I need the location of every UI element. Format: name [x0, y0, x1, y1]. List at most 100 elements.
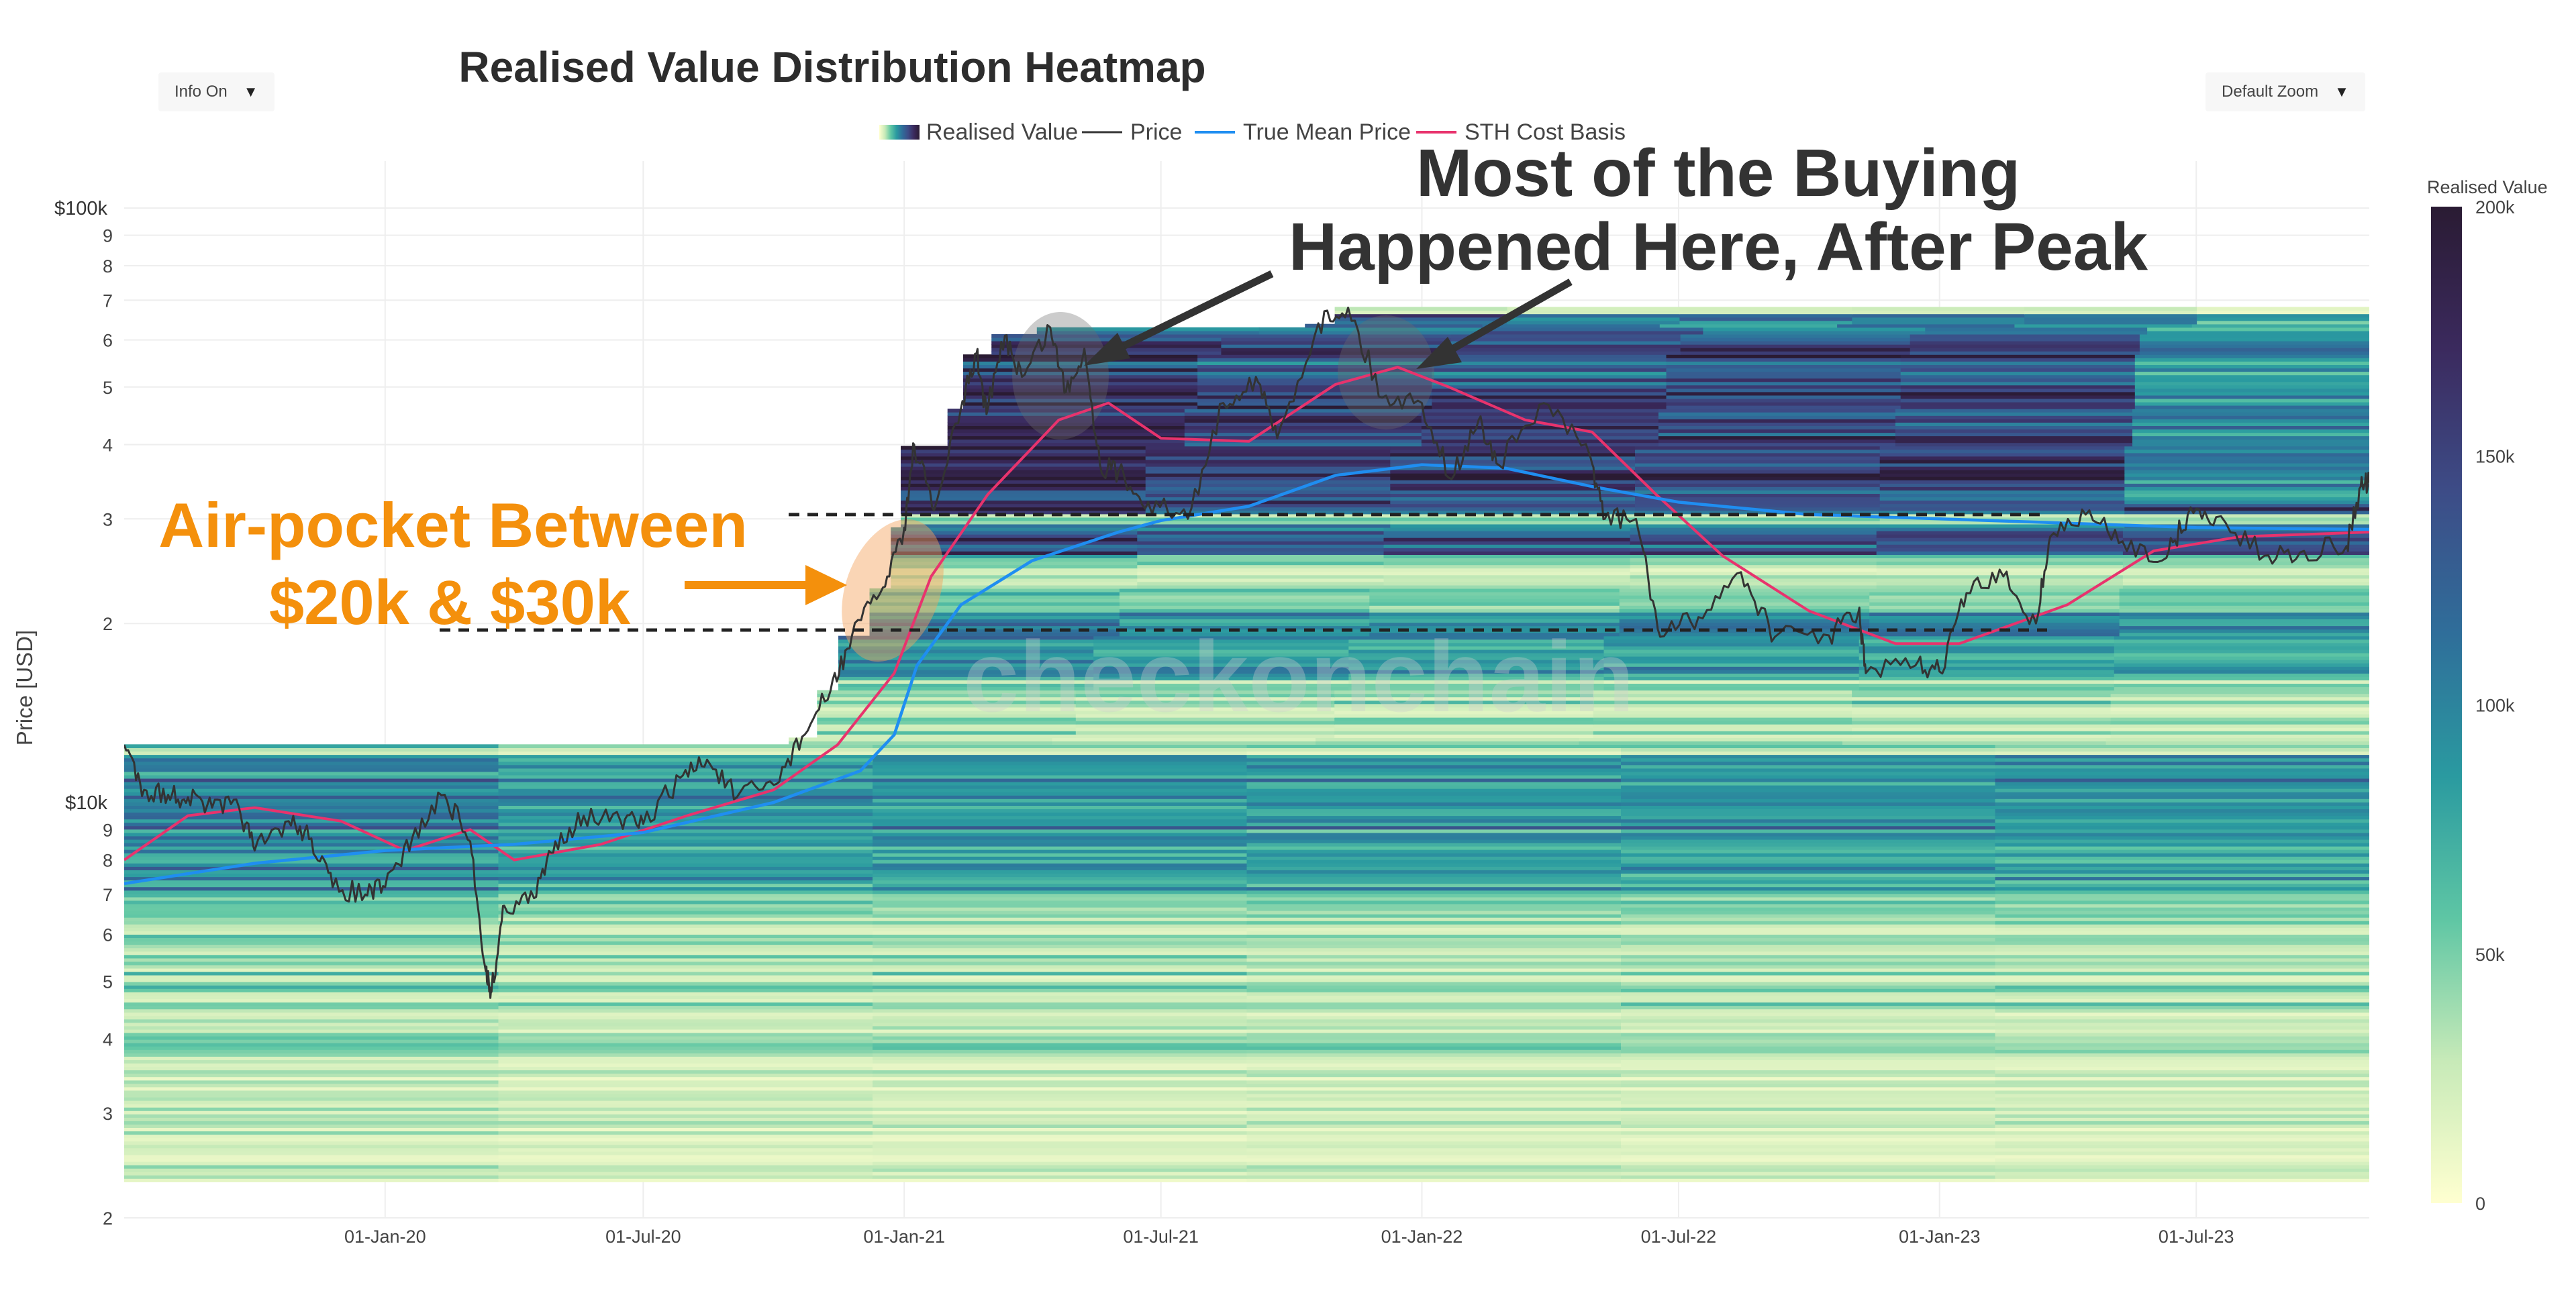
heatmap-cell	[1621, 835, 1996, 840]
heatmap-cell	[1621, 944, 1996, 949]
heatmap-cell	[1621, 890, 1996, 894]
heatmap-cell	[1621, 1168, 1996, 1172]
heatmap-cell	[1184, 412, 1422, 416]
heatmap-cell	[1432, 358, 1667, 362]
heatmap-cell	[1869, 615, 2120, 619]
heatmap-cell	[2134, 368, 2369, 372]
heatmap-cell	[1876, 554, 2124, 558]
heatmap-cell	[1619, 588, 1870, 592]
heatmap-cell	[124, 778, 499, 782]
x-tick-label: 01-Jul-22	[1641, 1227, 1717, 1247]
heatmap-cell	[1995, 842, 2369, 847]
heatmap-cell	[1246, 917, 1622, 921]
heatmap-cell	[873, 785, 1248, 789]
heatmap-cell	[838, 676, 1094, 680]
heatmap-cell	[1879, 466, 2126, 470]
heatmap-cell	[1383, 578, 1631, 582]
heatmap-cell	[124, 1178, 499, 1182]
heatmap-cell	[1680, 348, 1911, 352]
heatmap-cell	[1876, 541, 2124, 545]
heatmap-cell	[1390, 446, 1636, 450]
zoom-dropdown[interactable]: Default Zoom ▼	[2206, 72, 2365, 111]
heatmap-cell	[873, 761, 1248, 766]
heatmap-cell	[1621, 914, 1996, 918]
heatmap-cell	[124, 1151, 499, 1155]
heatmap-cell	[1593, 696, 1852, 701]
heatmap-cell	[498, 812, 873, 817]
legend-label-sth-cost-basis: STH Cost Basis	[1465, 119, 1626, 145]
info-toggle-dropdown[interactable]: Info On ▼	[158, 72, 275, 111]
heatmap-cell	[1334, 313, 1508, 318]
heatmap-cell	[498, 978, 873, 982]
heatmap-cell	[1995, 1083, 2369, 1088]
heatmap-cell	[1900, 374, 2136, 379]
heatmap-cell	[124, 1035, 499, 1040]
heatmap-cell	[817, 700, 1077, 705]
heatmap-cell	[124, 758, 499, 762]
heatmap-cell	[991, 333, 1222, 338]
heatmap-cell	[1995, 1015, 2369, 1020]
heatmap-cell	[1837, 323, 2016, 328]
heatmap-cell	[1619, 591, 1870, 596]
heatmap-cell	[1621, 751, 1996, 756]
heatmap-cell	[1658, 429, 1896, 433]
heatmap-cell	[873, 1157, 1248, 1162]
heatmap-cell	[1334, 713, 1594, 718]
heatmap-cell	[124, 822, 499, 827]
heatmap-cell	[873, 941, 1248, 945]
heatmap-cell	[901, 476, 1146, 480]
heatmap-cell	[873, 917, 1248, 921]
heatmap-cell	[873, 866, 1248, 870]
heatmap-cell	[1635, 473, 1881, 477]
heatmap-cell	[1075, 721, 1335, 725]
heatmap-cell	[901, 507, 1146, 511]
heatmap-cell	[1246, 1022, 1622, 1027]
heatmap-cell	[498, 835, 873, 840]
y-tick-label: 5	[103, 972, 113, 992]
heatmap-cell	[1859, 652, 2115, 657]
heatmap-cell	[1621, 832, 1996, 837]
heatmap-cell	[124, 1086, 499, 1091]
heatmap-cell	[498, 971, 873, 976]
heatmap-cell	[1635, 480, 1881, 484]
heatmap-cell	[1995, 1022, 2369, 1027]
heatmap-cell	[873, 1070, 1248, 1074]
heatmap-cell	[873, 863, 1248, 867]
heatmap-cell	[1334, 696, 1594, 701]
heatmap-cell	[1621, 1059, 1996, 1064]
heatmap-cell	[1900, 395, 2136, 399]
heatmap-cell	[1621, 1154, 1996, 1159]
heatmap-cell	[2124, 517, 2369, 521]
heatmap-cell	[1369, 591, 1620, 596]
heatmap-cell	[1137, 544, 1385, 548]
heatmap-cell	[873, 1172, 1248, 1176]
heatmap-cell	[963, 371, 1198, 376]
heatmap-cell	[1246, 1157, 1622, 1162]
heatmap-cell	[1621, 1147, 1996, 1152]
heatmap-cell	[1432, 381, 1667, 386]
heatmap-cell	[1246, 764, 1622, 769]
heatmap-cell	[1093, 670, 1350, 674]
heatmap-cell	[1383, 548, 1631, 552]
heatmap-cell	[1246, 805, 1622, 809]
heatmap-cell	[2114, 649, 2369, 654]
heatmap-cell	[124, 880, 499, 884]
y-tick-label: 5	[103, 378, 113, 398]
heatmap-cell	[498, 988, 873, 992]
heatmap-cell	[2110, 703, 2369, 708]
heatmap-cell	[2106, 737, 2369, 741]
heatmap-cell	[1246, 947, 1622, 952]
heatmap-cell	[1619, 599, 1870, 603]
heatmap-cell	[124, 1063, 499, 1068]
heatmap-cell	[124, 832, 499, 837]
heatmap-cell	[2124, 446, 2369, 450]
heatmap-cell	[1621, 822, 1996, 827]
heatmap-cell	[498, 795, 873, 799]
heatmap-cell	[1390, 452, 1636, 457]
heatmap-cell	[1995, 1144, 2369, 1149]
heatmap-cell	[124, 1083, 499, 1088]
heatmap-cell	[1621, 1035, 1996, 1040]
heatmap-cell	[124, 1022, 499, 1027]
heatmap-cell	[1621, 886, 1996, 891]
heatmap-cell	[1119, 629, 1371, 633]
